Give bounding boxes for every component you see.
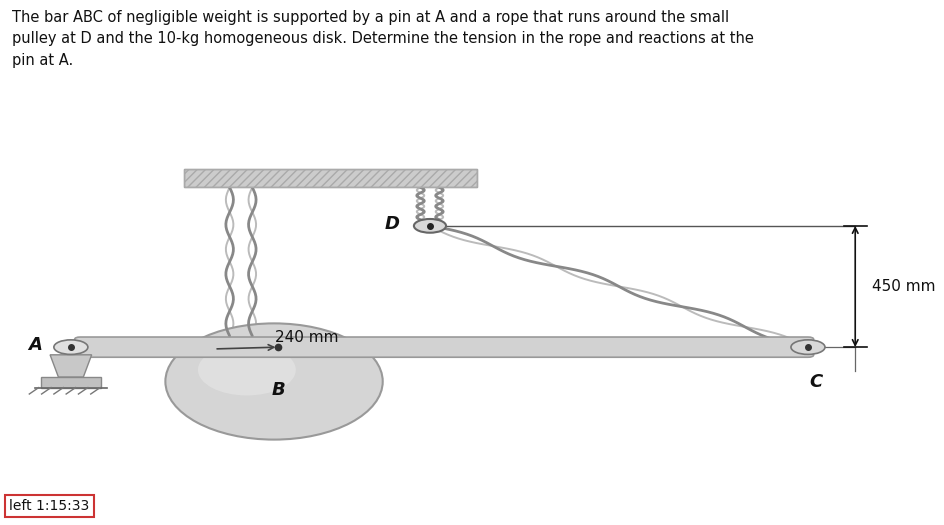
Ellipse shape: [197, 344, 295, 395]
Text: 240 mm: 240 mm: [275, 330, 338, 345]
Text: B: B: [271, 381, 285, 399]
Bar: [184, 169, 477, 187]
Circle shape: [790, 340, 824, 354]
Text: left 1:15:33: left 1:15:33: [9, 499, 90, 513]
FancyBboxPatch shape: [75, 337, 813, 357]
Bar: [184, 169, 477, 187]
Text: The bar ABC of negligible weight is supported by a pin at A and a rope that runs: The bar ABC of negligible weight is supp…: [12, 9, 753, 68]
Text: 450 mm: 450 mm: [871, 279, 935, 294]
Circle shape: [54, 340, 88, 354]
Ellipse shape: [165, 323, 382, 439]
Polygon shape: [50, 355, 92, 377]
Text: A: A: [28, 336, 42, 354]
Text: D: D: [384, 215, 399, 233]
Circle shape: [413, 219, 446, 233]
Bar: [41, 377, 101, 387]
Text: C: C: [808, 373, 821, 392]
